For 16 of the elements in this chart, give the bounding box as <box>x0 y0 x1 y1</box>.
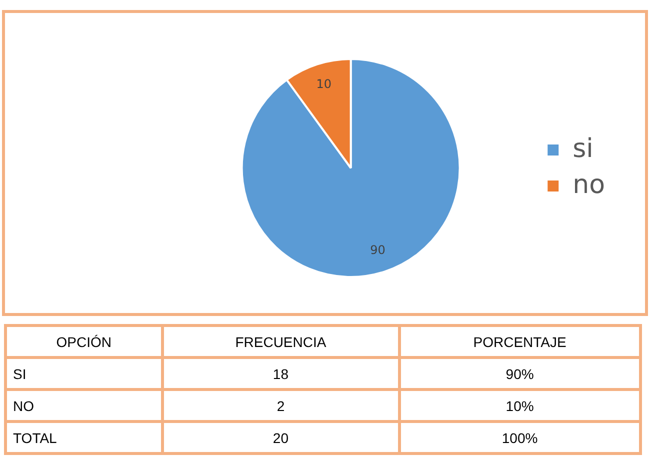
text: PORCENTAJE <box>399 326 640 358</box>
text: 18 <box>162 358 400 390</box>
text: 100% <box>399 422 640 454</box>
data-label: 10 <box>316 77 332 92</box>
legend-label: si <box>572 134 594 164</box>
text: SI <box>6 358 162 390</box>
text: 90% <box>399 358 640 390</box>
legend-label: no <box>572 170 606 200</box>
text: 2 <box>162 390 400 422</box>
text: 20 <box>162 422 400 454</box>
text: NO <box>6 390 162 422</box>
text: FRECUENCIA <box>162 326 400 358</box>
text: TOTAL <box>6 422 162 454</box>
text: OPCIÓN <box>6 326 162 358</box>
text: 10% <box>399 390 640 422</box>
data-label: 90 <box>370 243 386 258</box>
